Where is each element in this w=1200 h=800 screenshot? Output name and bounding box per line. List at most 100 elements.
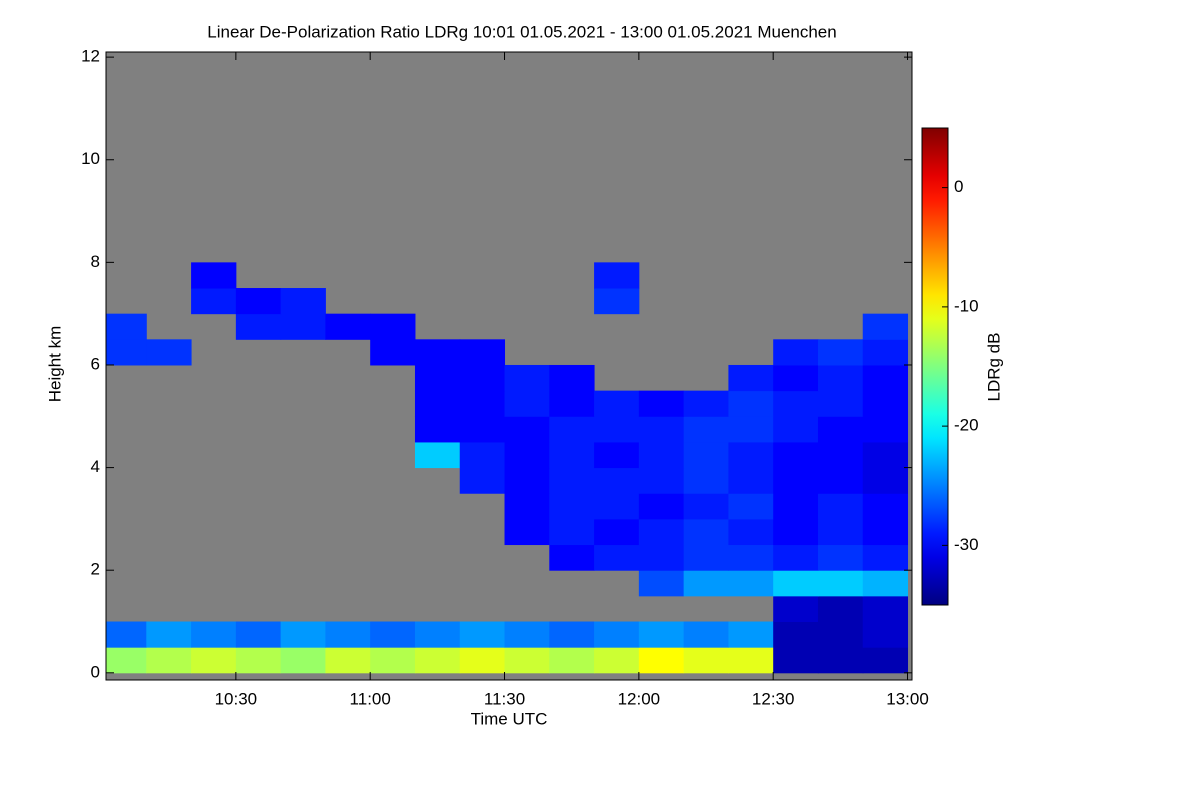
heatmap-cell — [773, 493, 819, 520]
heatmap-cell — [728, 390, 774, 417]
heatmap-cell — [862, 647, 909, 674]
heatmap-cell — [862, 493, 909, 520]
y-tick-label: 0 — [91, 662, 100, 681]
heatmap-cell — [638, 467, 685, 494]
heatmap-cell — [683, 416, 729, 443]
heatmap-cell — [728, 621, 774, 648]
heatmap-cell — [773, 364, 819, 392]
heatmap-cell — [549, 390, 595, 417]
heatmap-cell — [728, 467, 774, 494]
heatmap-cell — [773, 441, 819, 469]
heatmap — [106, 262, 909, 674]
heatmap-cell — [459, 390, 506, 417]
y-tick-label: 6 — [91, 354, 100, 373]
heatmap-cell — [638, 544, 685, 571]
heatmap-cell — [773, 518, 819, 546]
y-tick-label: 10 — [81, 149, 100, 168]
heatmap-cell — [280, 621, 326, 648]
heatmap-cell — [549, 441, 595, 469]
heatmap-cell — [638, 390, 685, 417]
heatmap-cell — [146, 621, 192, 648]
heatmap-cell — [414, 339, 461, 366]
heatmap-cell — [594, 544, 640, 571]
heatmap-cell — [504, 647, 550, 674]
heatmap-cell — [594, 467, 640, 494]
heatmap-cell — [862, 441, 909, 469]
heatmap-cell — [638, 493, 685, 520]
heatmap-cell — [370, 313, 416, 340]
heatmap-cell — [459, 339, 506, 366]
heatmap-cell — [414, 441, 461, 469]
heatmap-cell — [594, 262, 640, 289]
heatmap-cell — [773, 647, 819, 674]
heatmap-cell — [683, 493, 729, 520]
heatmap-cell — [728, 416, 774, 443]
heatmap-cell — [280, 647, 326, 674]
heatmap-cell — [191, 647, 237, 674]
x-axis-label: Time UTC — [471, 709, 548, 728]
heatmap-cell — [414, 621, 461, 648]
y-tick-label: 2 — [91, 560, 100, 579]
heatmap-cell — [549, 621, 595, 648]
colorbar-label: LDRg dB — [984, 333, 1003, 402]
x-tick-label: 11:30 — [484, 689, 525, 708]
heatmap-cell — [817, 390, 864, 417]
heatmap-cell — [862, 390, 909, 417]
heatmap-cell — [773, 570, 819, 597]
x-tick-label: 13:00 — [886, 689, 929, 708]
heatmap-cell — [862, 416, 909, 443]
heatmap-cell — [594, 518, 640, 546]
heatmap-cell — [683, 518, 729, 546]
heatmap-cell — [817, 570, 864, 597]
heatmap-cell — [549, 493, 595, 520]
heatmap-cell — [280, 313, 326, 340]
heatmap-cell — [414, 390, 461, 417]
heatmap-cell — [683, 544, 729, 571]
heatmap-cell — [728, 570, 774, 597]
heatmap-cell — [414, 647, 461, 674]
heatmap-cell — [683, 647, 729, 674]
x-tick-label: 12:30 — [752, 689, 795, 708]
heatmap-cell — [504, 467, 550, 494]
heatmap-cell — [459, 416, 506, 443]
heatmap-cell — [817, 364, 864, 392]
heatmap-cell — [146, 647, 192, 674]
heatmap-cell — [549, 416, 595, 443]
heatmap-cell — [106, 313, 147, 340]
heatmap-cell — [549, 647, 595, 674]
heatmap-cell — [459, 647, 506, 674]
heatmap-cell — [683, 390, 729, 417]
heatmap-cell — [325, 621, 371, 648]
heatmap-cell — [773, 416, 819, 443]
heatmap-cell — [683, 570, 729, 597]
heatmap-cell — [459, 621, 506, 648]
colorbar-tick-label: 0 — [954, 177, 963, 196]
heatmap-cell — [504, 441, 550, 469]
heatmap-cell — [594, 441, 640, 469]
heatmap-cell — [325, 647, 371, 674]
heatmap-cell — [817, 493, 864, 520]
y-tick-label: 8 — [91, 252, 100, 271]
heatmap-cell — [549, 544, 595, 571]
heatmap-cell — [504, 518, 550, 546]
heatmap-cell — [638, 621, 685, 648]
heatmap-cell — [504, 621, 550, 648]
x-tick-label: 10:30 — [215, 689, 258, 708]
heatmap-cell — [235, 313, 282, 340]
heatmap-cell — [594, 621, 640, 648]
heatmap-cell — [549, 364, 595, 392]
heatmap-cell — [817, 647, 864, 674]
heatmap-cell — [459, 364, 506, 392]
x-tick-label: 12:00 — [618, 689, 661, 708]
heatmap-cell — [728, 441, 774, 469]
colorbar — [921, 127, 949, 606]
heatmap-cell — [862, 313, 909, 340]
colorbar-tick-label: -20 — [954, 416, 979, 435]
heatmap-cell — [817, 544, 864, 571]
heatmap-cell — [146, 339, 192, 366]
heatmap-cell — [862, 570, 909, 597]
heatmap-cell — [817, 339, 864, 366]
heatmap-cell — [414, 364, 461, 392]
chart-title: Linear De-Polarization Ratio LDRg 10:01 … — [207, 22, 836, 41]
